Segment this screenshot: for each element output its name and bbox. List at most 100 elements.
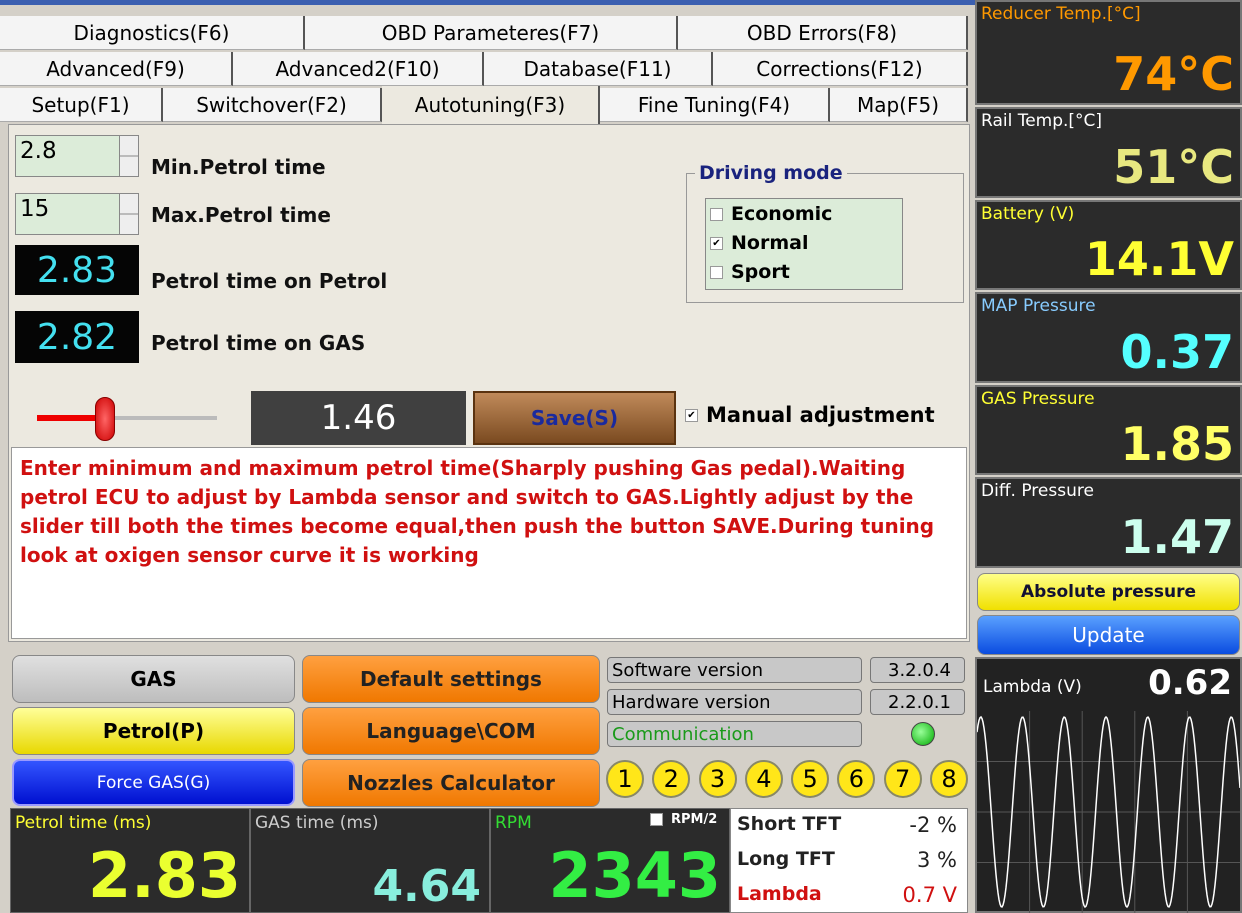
gauge-value: 0.37: [1120, 325, 1235, 379]
rpm-half-label: RPM/2: [671, 812, 718, 827]
gauge-label: GAS Pressure: [981, 389, 1095, 409]
mode-label: Sport: [731, 261, 790, 283]
tab[interactable]: Diagnostics(F6): [0, 16, 305, 50]
action-button[interactable]: Language\COM: [302, 707, 600, 755]
gauge-value: 1.47: [1120, 510, 1235, 564]
lambda-curve: [977, 715, 1240, 909]
petrol-on-gas: 2.82: [15, 311, 139, 363]
action-button[interactable]: Nozzles Calculator: [302, 759, 600, 807]
min-petrol-input[interactable]: 2.8: [15, 135, 139, 177]
hardware-label: Hardware version: [607, 689, 862, 715]
gauge: Diff. Pressure 1.47: [975, 477, 1242, 568]
cylinder-indicator: 6: [837, 760, 876, 798]
gauge-label: Battery (V): [981, 204, 1075, 224]
checkbox[interactable]: [685, 408, 698, 422]
checkbox[interactable]: [710, 207, 723, 221]
save-button[interactable]: Save(S): [473, 391, 676, 445]
gauge-value: 74°C: [1113, 47, 1234, 101]
tab[interactable]: Fine Tuning(F4): [600, 88, 830, 122]
mode-option[interactable]: Sport: [710, 261, 790, 283]
slider-track: [37, 416, 217, 420]
communication-led: [911, 722, 935, 746]
tab[interactable]: Corrections(F12): [713, 52, 968, 86]
tft-label: Short TFT: [737, 813, 842, 835]
readouts: Petrol time (ms) 2.83 GAS time (ms) 4.64 RPM…: [10, 808, 730, 913]
petrol-on-gas-label: Petrol time on GAS: [151, 331, 366, 355]
checkbox[interactable]: [710, 265, 723, 279]
mode-button[interactable]: GAS: [12, 655, 295, 703]
driving-mode-title: Driving mode: [695, 162, 847, 184]
title-strip: [0, 0, 1242, 5]
tab[interactable]: OBD Errors(F8): [678, 16, 968, 50]
max-petrol-label: Max.Petrol time: [151, 203, 331, 227]
communication-label: Communication: [607, 721, 862, 747]
readout-value: 2343: [548, 839, 721, 912]
gauge-label: MAP Pressure: [981, 296, 1096, 316]
readout-label: GAS time (ms): [255, 813, 379, 833]
action-button[interactable]: Default settings: [302, 655, 600, 703]
rpm-half[interactable]: RPM/2: [650, 812, 717, 827]
tab[interactable]: Advanced(F9): [0, 52, 233, 86]
tft-value: 3 %: [917, 848, 957, 872]
mode-button[interactable]: Force GAS(G): [12, 759, 295, 806]
tft-label: Long TFT: [737, 848, 835, 870]
tab[interactable]: Map(F5): [830, 88, 968, 122]
readout: Petrol time (ms) 2.83: [10, 808, 250, 913]
cylinder-indicator: 1: [606, 760, 644, 798]
readout: GAS time (ms) 4.64: [250, 808, 490, 913]
action-buttons: Default settings Language\COM Nozzles Calc…: [302, 655, 600, 807]
petrol-on-petrol-label: Petrol time on Petrol: [151, 269, 388, 293]
gauge-value: 14.1V: [1084, 232, 1234, 286]
tab[interactable]: Autotuning(F3): [382, 86, 600, 124]
checkbox[interactable]: [650, 813, 663, 826]
lambda-panel: Lambda (V) 0.62: [975, 657, 1242, 913]
lambda-value: 0.62: [1148, 663, 1232, 703]
mode-option[interactable]: Normal: [710, 232, 808, 254]
mode-button[interactable]: Petrol(P): [12, 707, 295, 755]
tft-value: -2 %: [909, 813, 957, 837]
cylinder-indicator: 2: [652, 760, 691, 798]
cylinder-indicator: 4: [744, 760, 783, 798]
update-button[interactable]: Update: [977, 615, 1240, 655]
gauge-value: 1.85: [1120, 417, 1235, 471]
gauge-label: Rail Temp.[°C]: [981, 111, 1103, 131]
manual-label: Manual adjustment: [706, 403, 935, 427]
cylinder-indicator: 3: [698, 760, 737, 798]
readout: RPM 2343: [490, 808, 730, 913]
gauge-label: Reducer Temp.[°C]: [981, 4, 1141, 24]
slider-fill: [37, 415, 107, 421]
tab[interactable]: Database(F11): [484, 52, 713, 86]
tft-value: 0.7 V: [902, 883, 957, 907]
lambda-label: Lambda (V): [983, 677, 1082, 697]
gauges: Reducer Temp.[°C] 74°C Rail Temp.[°C] 51°C B…: [975, 0, 1242, 570]
lambda-chart: [977, 711, 1240, 913]
mode-label: Normal: [731, 232, 809, 254]
slider-thumb[interactable]: [95, 397, 115, 441]
absolute-pressure-button[interactable]: Absolute pressure: [977, 573, 1240, 611]
cylinder-indicator: 8: [929, 760, 968, 798]
correction-slider[interactable]: [15, 391, 247, 445]
software-version: 3.2.0.4: [870, 657, 965, 683]
gauge: MAP Pressure 0.37: [975, 292, 1242, 383]
tab[interactable]: Advanced2(F10): [233, 52, 484, 86]
manual-adjustment[interactable]: Manual adjustment: [685, 403, 935, 427]
tab[interactable]: OBD Parameteres(F7): [305, 16, 678, 50]
instructions: Enter minimum and maximum petrol time(Sh…: [11, 447, 967, 639]
software-label: Software version: [607, 657, 862, 683]
tab[interactable]: Setup(F1): [0, 88, 163, 122]
tab[interactable]: Switchover(F2): [163, 88, 382, 122]
cylinder-indicator: 7: [883, 760, 922, 798]
max-petrol-input[interactable]: 15: [15, 193, 139, 235]
mode-label: Economic: [731, 203, 833, 225]
gauge: GAS Pressure 1.85: [975, 385, 1242, 475]
driving-mode-list: Economic Normal Sport: [705, 198, 903, 290]
driving-mode-group: Driving mode Economic Normal Sport: [686, 162, 964, 303]
readout-value: 2.83: [88, 839, 241, 912]
gauge-label: Diff. Pressure: [981, 481, 1094, 501]
mode-option[interactable]: Economic: [710, 203, 832, 225]
cylinder-indicator: 5: [791, 760, 830, 798]
checkbox[interactable]: [710, 236, 723, 250]
tab-strip: Diagnostics(F6) OBD Parameteres(F7) OBD Er…: [0, 16, 970, 126]
